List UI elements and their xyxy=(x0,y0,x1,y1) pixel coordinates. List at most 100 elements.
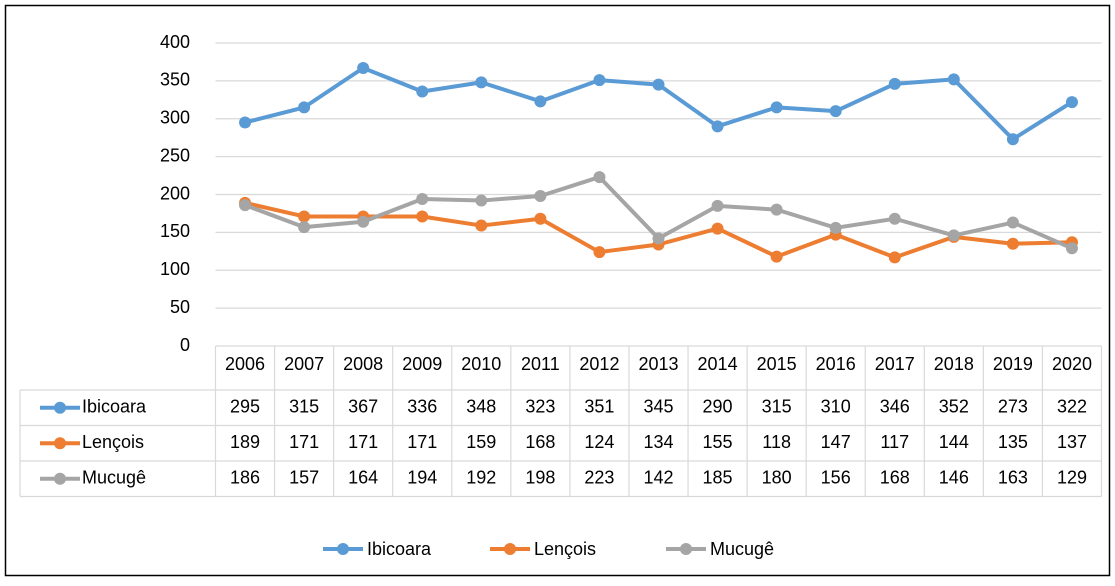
table-value: 290 xyxy=(703,397,733,417)
point xyxy=(888,251,901,264)
y-tick-label: 400 xyxy=(160,32,190,52)
legend-marker xyxy=(504,543,516,555)
table-value: 323 xyxy=(525,397,555,417)
x-tick-label: 2006 xyxy=(225,354,265,374)
table-value: 310 xyxy=(821,397,851,417)
point xyxy=(1065,242,1078,255)
point xyxy=(1065,96,1078,109)
table-value: 322 xyxy=(1057,397,1087,417)
x-tick-label: 2018 xyxy=(934,354,974,374)
point xyxy=(534,95,547,108)
table-value: 147 xyxy=(821,432,851,452)
table-value: 135 xyxy=(998,432,1028,452)
table-value: 351 xyxy=(584,397,614,417)
point xyxy=(829,221,842,234)
legend-label: Lençois xyxy=(534,539,596,559)
point xyxy=(1006,237,1019,250)
legend-label: Mucugê xyxy=(710,539,774,559)
x-tick-label: 2011 xyxy=(521,354,560,374)
legend-marker xyxy=(680,543,692,555)
point xyxy=(888,77,901,90)
point xyxy=(711,120,724,133)
point xyxy=(593,74,606,87)
table-value: 348 xyxy=(466,397,496,417)
legend-marker xyxy=(54,472,66,485)
table-value: 192 xyxy=(466,468,496,488)
point xyxy=(416,85,429,98)
table-value: 163 xyxy=(998,468,1028,488)
point xyxy=(534,212,547,225)
point xyxy=(475,76,488,89)
y-tick-label: 300 xyxy=(160,108,190,128)
x-tick-label: 2007 xyxy=(284,354,324,374)
table-value: 117 xyxy=(880,432,909,452)
point xyxy=(947,229,960,242)
legend-marker xyxy=(54,437,66,450)
x-tick-label: 2015 xyxy=(757,354,797,374)
table-value: 146 xyxy=(939,468,969,488)
point xyxy=(298,101,311,114)
table-value: 315 xyxy=(289,397,319,417)
table-value: 134 xyxy=(643,432,673,452)
point xyxy=(239,199,252,212)
x-tick-label: 2016 xyxy=(816,354,856,374)
table-value: 273 xyxy=(998,397,1028,417)
y-tick-label: 200 xyxy=(160,183,190,203)
table-value: 189 xyxy=(230,432,260,452)
table-value: 180 xyxy=(762,468,792,488)
table-value: 345 xyxy=(643,397,673,417)
chart-border xyxy=(4,4,1111,577)
table-series-name: Mucugê xyxy=(82,468,146,488)
table-value: 346 xyxy=(880,397,910,417)
table-value: 137 xyxy=(1057,432,1087,452)
table-value: 168 xyxy=(880,468,910,488)
table-value: 198 xyxy=(525,468,555,488)
y-tick-label: 50 xyxy=(170,297,190,317)
table-value: 186 xyxy=(230,468,260,488)
point xyxy=(711,199,724,212)
point xyxy=(652,232,665,245)
x-tick-label: 2013 xyxy=(638,354,678,374)
x-tick-label: 2014 xyxy=(698,354,738,374)
legend-label: Ibicoara xyxy=(367,539,432,559)
y-tick-label: 250 xyxy=(160,145,190,165)
point xyxy=(770,203,783,216)
point xyxy=(593,246,606,259)
x-tick-label: 2009 xyxy=(402,354,442,374)
point xyxy=(888,212,901,225)
point xyxy=(770,101,783,114)
table-series-name: Lençois xyxy=(82,432,144,452)
table-value: 315 xyxy=(762,397,792,417)
table-value: 168 xyxy=(525,432,555,452)
table-value: 155 xyxy=(703,432,733,452)
table-value: 352 xyxy=(939,397,969,417)
point xyxy=(357,215,370,228)
legend-marker xyxy=(337,543,349,555)
point xyxy=(947,73,960,86)
y-tick-label: 150 xyxy=(160,221,190,241)
point xyxy=(475,194,488,207)
table-value: 159 xyxy=(466,432,496,452)
x-tick-label: 2020 xyxy=(1052,354,1092,374)
x-tick-label: 2017 xyxy=(875,354,915,374)
table-value: 129 xyxy=(1057,468,1087,488)
table-value: 171 xyxy=(289,432,319,452)
point xyxy=(534,190,547,203)
x-tick-label: 2010 xyxy=(461,354,501,374)
table-value: 367 xyxy=(348,397,378,417)
y-tick-label: 100 xyxy=(160,259,190,279)
y-tick-label: 350 xyxy=(160,70,190,90)
y-tick-label: 0 xyxy=(180,335,190,355)
table-value: 142 xyxy=(643,468,673,488)
point xyxy=(416,193,429,206)
point xyxy=(593,171,606,184)
table-value: 171 xyxy=(407,432,437,452)
table-value: 194 xyxy=(407,468,437,488)
legend-marker xyxy=(54,401,66,414)
table-value: 156 xyxy=(821,468,851,488)
table-value: 336 xyxy=(407,397,437,417)
x-tick-label: 2012 xyxy=(579,354,619,374)
point xyxy=(652,78,665,91)
point xyxy=(475,219,488,232)
